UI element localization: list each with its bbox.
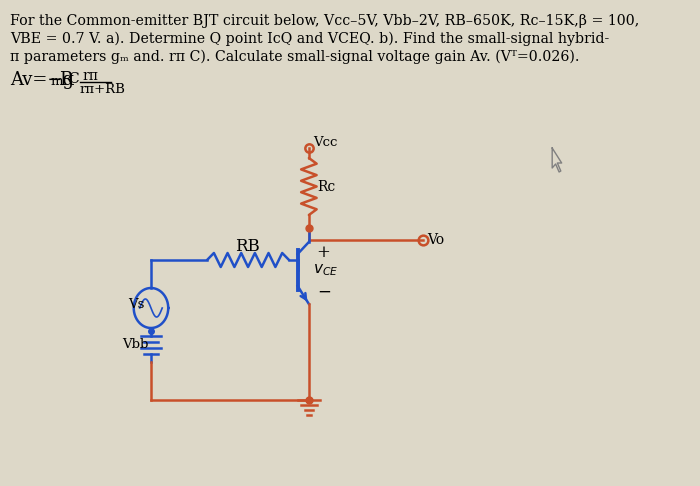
Text: m: m (50, 75, 62, 88)
Text: VBE = 0.7 V. a). Determine Q point IcQ and VCEQ. b). Find the small-signal hybri: VBE = 0.7 V. a). Determine Q point IcQ a… (10, 32, 610, 46)
Text: Av=−g: Av=−g (10, 71, 74, 89)
Text: RB: RB (234, 238, 260, 255)
Text: R: R (59, 71, 72, 89)
Text: rπ: rπ (82, 69, 98, 83)
Text: For the Common-emitter BJT circuit below, Vcc–5V, Vbb–2V, RB–650K, Rc–15K,β = 10: For the Common-emitter BJT circuit below… (10, 14, 640, 28)
Text: C: C (68, 72, 79, 86)
Text: rπ+RB: rπ+RB (79, 83, 125, 96)
Text: $v_{CE}$: $v_{CE}$ (313, 262, 338, 278)
Text: Vs: Vs (129, 298, 145, 311)
Text: π parameters gₘ and. rπ C). Calculate small-signal voltage gain Av. (Vᵀ=0.026).: π parameters gₘ and. rπ C). Calculate sm… (10, 50, 580, 64)
Text: +: + (316, 244, 330, 261)
Text: Vbb: Vbb (122, 338, 148, 351)
Text: Vcc: Vcc (313, 136, 337, 149)
Text: Vo: Vo (427, 233, 444, 247)
Text: Rc: Rc (318, 180, 336, 194)
Text: −: − (318, 284, 331, 301)
